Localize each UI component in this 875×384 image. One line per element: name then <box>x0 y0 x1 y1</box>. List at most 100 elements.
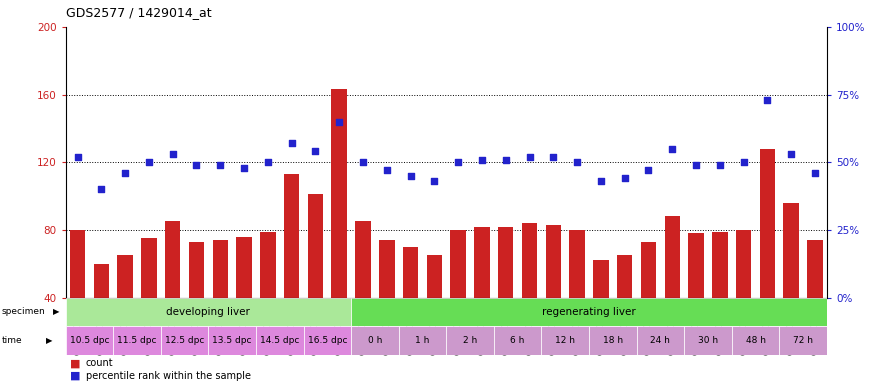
Text: 48 h: 48 h <box>746 336 766 345</box>
Point <box>808 170 822 176</box>
Bar <box>546 225 561 365</box>
Text: 18 h: 18 h <box>603 336 623 345</box>
Text: 30 h: 30 h <box>698 336 718 345</box>
Bar <box>284 174 299 365</box>
Text: ■: ■ <box>70 358 80 368</box>
Point <box>665 146 679 152</box>
Bar <box>355 222 371 365</box>
Bar <box>308 194 323 365</box>
Text: GDS2577 / 1429014_at: GDS2577 / 1429014_at <box>66 6 211 19</box>
Bar <box>783 203 799 365</box>
Bar <box>379 240 395 365</box>
Bar <box>256 326 304 355</box>
Point <box>570 159 584 166</box>
Point <box>118 170 132 176</box>
Bar <box>66 298 351 326</box>
Text: ▶: ▶ <box>52 308 59 316</box>
Text: 10.5 dpc: 10.5 dpc <box>70 336 109 345</box>
Bar <box>589 326 637 355</box>
Text: 1 h: 1 h <box>416 336 430 345</box>
Bar <box>260 232 276 365</box>
Bar <box>236 237 252 365</box>
Text: 72 h: 72 h <box>793 336 813 345</box>
Bar <box>427 255 442 365</box>
Bar <box>542 326 589 355</box>
Point <box>142 159 156 166</box>
Bar <box>712 232 727 365</box>
Point <box>737 159 751 166</box>
Bar <box>732 326 780 355</box>
Point <box>237 165 251 171</box>
Point <box>380 167 394 174</box>
Point <box>284 140 298 146</box>
Bar <box>522 223 537 365</box>
Text: developing liver: developing liver <box>166 307 250 317</box>
Bar <box>402 247 418 365</box>
Bar <box>141 238 157 365</box>
Bar <box>474 227 490 365</box>
Bar <box>684 326 732 355</box>
Point <box>308 148 322 154</box>
Point <box>190 162 204 168</box>
Text: ■: ■ <box>70 371 80 381</box>
Bar <box>66 326 113 355</box>
Bar <box>113 326 161 355</box>
Point <box>165 151 179 157</box>
Text: regenerating liver: regenerating liver <box>542 307 636 317</box>
Point <box>618 175 632 182</box>
Point <box>261 159 275 166</box>
Bar <box>593 260 609 365</box>
Bar <box>208 326 256 355</box>
Bar <box>451 230 466 365</box>
Bar <box>213 240 228 365</box>
Point <box>760 97 774 103</box>
Point <box>546 154 560 160</box>
Text: 13.5 dpc: 13.5 dpc <box>213 336 252 345</box>
Bar <box>780 326 827 355</box>
Bar <box>570 230 584 365</box>
Point <box>403 173 417 179</box>
Bar <box>640 242 656 365</box>
Point <box>332 119 346 125</box>
Point <box>94 186 108 192</box>
Text: time: time <box>2 336 23 345</box>
Bar <box>161 326 208 355</box>
Bar <box>493 326 542 355</box>
Bar <box>94 264 109 365</box>
Point <box>594 178 608 184</box>
Text: 12.5 dpc: 12.5 dpc <box>164 336 204 345</box>
Text: 11.5 dpc: 11.5 dpc <box>117 336 157 345</box>
Bar <box>760 149 775 365</box>
Text: 2 h: 2 h <box>463 336 477 345</box>
Text: 16.5 dpc: 16.5 dpc <box>307 336 347 345</box>
Point <box>452 159 466 166</box>
Bar <box>117 255 133 365</box>
Point <box>214 162 228 168</box>
Text: 14.5 dpc: 14.5 dpc <box>260 336 299 345</box>
Point <box>475 156 489 162</box>
Point <box>713 162 727 168</box>
Bar <box>332 89 346 365</box>
Text: ▶: ▶ <box>46 336 52 345</box>
Text: 24 h: 24 h <box>650 336 670 345</box>
Bar <box>189 242 204 365</box>
Bar <box>70 230 85 365</box>
Bar <box>808 240 822 365</box>
Bar <box>498 227 514 365</box>
Bar <box>304 326 351 355</box>
Point <box>689 162 703 168</box>
Bar <box>664 217 680 365</box>
Text: count: count <box>86 358 114 368</box>
Point <box>356 159 370 166</box>
Point <box>641 167 655 174</box>
Bar <box>637 326 684 355</box>
Point <box>427 178 441 184</box>
Bar <box>689 233 704 365</box>
Bar <box>399 326 446 355</box>
Bar <box>351 326 399 355</box>
Bar <box>351 298 827 326</box>
Point <box>499 156 513 162</box>
Point <box>71 154 85 160</box>
Bar <box>446 326 493 355</box>
Text: percentile rank within the sample: percentile rank within the sample <box>86 371 251 381</box>
